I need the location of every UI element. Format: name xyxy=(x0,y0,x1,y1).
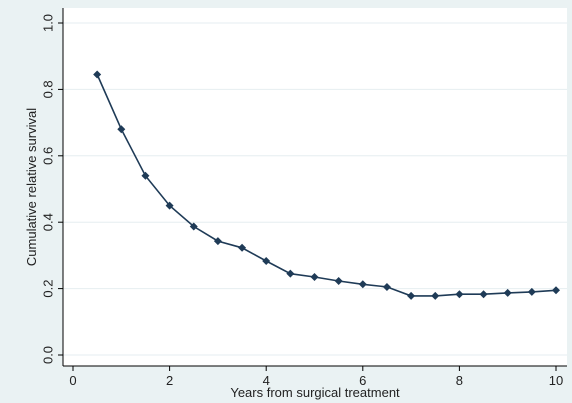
data-point xyxy=(431,291,440,300)
data-point xyxy=(358,280,367,289)
data-point xyxy=(334,276,343,285)
data-point xyxy=(286,269,295,278)
grid xyxy=(63,22,567,356)
data-point xyxy=(93,70,102,79)
plot-area xyxy=(63,8,567,366)
data-point xyxy=(189,222,198,231)
y-axis-title: Cumulative relative survival xyxy=(24,108,39,266)
x-tick-label: 2 xyxy=(166,373,173,388)
data-point xyxy=(117,125,126,134)
data-point xyxy=(479,290,488,299)
data-point xyxy=(503,288,512,297)
data-point xyxy=(213,237,222,246)
x-axis-title: Years from surgical treatment xyxy=(230,385,400,400)
series xyxy=(93,70,560,300)
y-axis: 0.0 0.2 0.4 0.6 0.8 1.0 xyxy=(40,8,64,366)
y-tick-label: 0.6 xyxy=(40,147,55,165)
data-point xyxy=(407,291,416,300)
x-tick-label: 10 xyxy=(549,373,563,388)
series-line xyxy=(96,74,557,297)
x-tick-label: 6 xyxy=(359,373,366,388)
x-tick-label: 4 xyxy=(263,373,270,388)
data-point xyxy=(262,257,271,266)
data-point xyxy=(552,286,560,295)
y-tick-label: 0.4 xyxy=(40,213,55,231)
data-point xyxy=(141,171,150,180)
data-point xyxy=(382,282,391,291)
y-tick-label: 0.0 xyxy=(40,346,55,364)
x-axis: 0 2 4 6 8 10 xyxy=(63,365,567,388)
x-tick-label: 8 xyxy=(456,373,463,388)
y-tick-label: 1.0 xyxy=(40,14,55,32)
data-point xyxy=(527,287,536,296)
data-point xyxy=(310,272,319,281)
data-point xyxy=(165,201,174,210)
data-point xyxy=(238,243,247,252)
data-point xyxy=(455,290,464,299)
y-tick-label: 0.2 xyxy=(40,280,55,298)
x-tick-label: 0 xyxy=(69,373,76,388)
y-tick-label: 0.8 xyxy=(40,80,55,98)
